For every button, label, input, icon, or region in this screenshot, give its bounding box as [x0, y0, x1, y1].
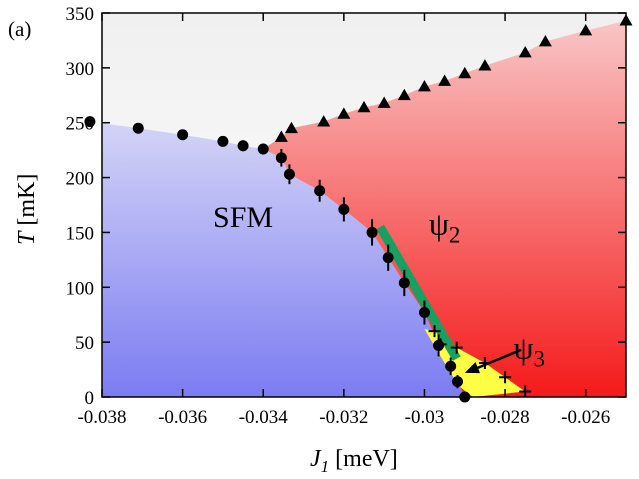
phase-regions: [102, 13, 626, 397]
phase-boundary-green-line: [376, 224, 461, 361]
circle-marker: [275, 152, 287, 164]
cross-marker: [450, 341, 463, 354]
y-axis-label-unit: [mK]: [14, 174, 40, 226]
x-tick-label: -0.036: [158, 407, 207, 428]
triangle-marker: [274, 130, 288, 142]
x-tick-label: -0.028: [481, 407, 530, 428]
triangle-marker: [417, 80, 431, 92]
x-axis-label: J1 [meV]: [310, 446, 398, 476]
circle-marker: [283, 168, 295, 180]
circle-marker: [217, 135, 229, 147]
cross-marker: [428, 325, 441, 338]
circle-marker: [257, 143, 269, 155]
circle-marker: [132, 122, 144, 134]
region-label-main: ψ: [513, 330, 533, 366]
region-psi2: [263, 20, 626, 397]
y-axis-label-var: T: [14, 230, 40, 245]
triangle-marker: [377, 96, 391, 108]
circle-marker: [433, 339, 445, 351]
cross-marker: [499, 371, 512, 384]
cross-marker: [519, 385, 532, 398]
cross-marker: [434, 338, 447, 351]
triangle-marker: [538, 35, 552, 47]
y-axis-label: T [mK]: [14, 174, 40, 245]
region-label-main: ψ: [429, 206, 449, 242]
arrow-head: [464, 362, 480, 374]
y-tick-label: 150: [66, 223, 95, 244]
triangle-marker: [458, 66, 472, 79]
region-label-0: SFM: [213, 201, 273, 234]
circle-marker: [398, 277, 410, 289]
circle-marker: [452, 376, 464, 388]
x-axis-label-var: J: [310, 446, 322, 472]
triangle-marker: [397, 88, 411, 101]
x-tick-label: -0.032: [319, 407, 368, 428]
circle-marker: [418, 307, 430, 319]
triangle-marker: [357, 100, 371, 113]
region-label-sub: 3: [534, 347, 546, 372]
triangle-marker: [518, 45, 532, 58]
circle-marker: [445, 360, 457, 372]
triangle-marker: [579, 24, 593, 36]
y-tick-label: 100: [66, 278, 95, 299]
circle-marker: [382, 252, 394, 264]
x-tick-label: -0.034: [239, 407, 289, 428]
triangle-marker: [438, 74, 452, 86]
triangle-marker: [478, 59, 492, 71]
panel-label: (a): [8, 17, 31, 41]
y-tick-label: 300: [66, 59, 95, 80]
triangle-marker: [284, 121, 298, 134]
x-axis-label-unit: [meV]: [335, 446, 398, 472]
circle-marker: [366, 226, 378, 238]
triangle-marker: [337, 107, 351, 119]
circle-marker: [338, 203, 350, 215]
circle-marker: [237, 140, 249, 152]
region-label-1: ψ2: [429, 206, 461, 248]
y-tick-label: 50: [75, 333, 94, 354]
x-tick-label: -0.026: [561, 407, 610, 428]
plot-frame: [101, 12, 627, 398]
y-tick-label: 0: [85, 388, 95, 409]
triangle-marker: [317, 115, 331, 127]
region-label-2: ψ3: [513, 330, 545, 372]
y-tick-label: 350: [66, 4, 95, 25]
y-tick-label: 250: [66, 114, 95, 135]
circle-marker: [177, 129, 189, 141]
arrow-shaft: [472, 348, 522, 372]
x-tick-label: -0.03: [405, 407, 445, 428]
x-axis-label-sub: 1: [321, 457, 330, 476]
circle-marker: [84, 116, 96, 128]
data-markers: [84, 14, 633, 403]
x-tick-label: -0.038: [77, 407, 126, 428]
region-label-sub: 2: [449, 223, 461, 248]
region-label-main: SFM: [213, 201, 273, 234]
y-tick-label: 200: [66, 169, 95, 190]
circle-marker: [314, 185, 326, 197]
region-sfm: [102, 121, 465, 397]
axes: -0.038 -0.036 -0.034 -0.032 -0.03 -0.028 -0.02…: [66, 4, 627, 428]
